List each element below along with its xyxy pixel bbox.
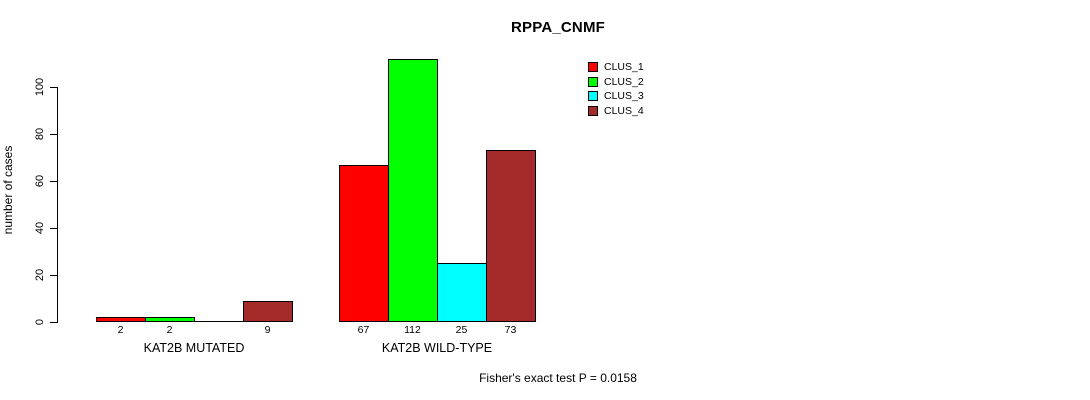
legend-item: CLUS_2 <box>588 75 644 88</box>
y-axis-label: number of cases <box>1 145 15 235</box>
chart-title: RPPA_CNMF <box>510 19 606 36</box>
bar-value-label: 112 <box>404 324 421 336</box>
bar-value-label: 2 <box>117 324 124 336</box>
legend-label: CLUS_1 <box>604 61 644 73</box>
bar-value-label: 67 <box>357 324 370 336</box>
legend-label: CLUS_4 <box>604 104 644 117</box>
legend-swatch-clus_3 <box>588 91 598 101</box>
y-tick-label: 80 <box>34 127 46 141</box>
y-tick <box>50 228 57 229</box>
y-tick-label: 0 <box>34 318 46 326</box>
bar-value-label: 2 <box>166 324 173 336</box>
legend-item: CLUS_4 <box>588 104 644 117</box>
bar-clus_3 <box>437 263 487 322</box>
bar-clus_1 <box>339 165 389 322</box>
y-tick <box>50 322 57 323</box>
legend-label: CLUS_3 <box>604 90 644 102</box>
legend-swatch-clus_4 <box>588 105 598 116</box>
bar-clus_4 <box>486 150 536 322</box>
bar-value-label: 73 <box>504 324 517 336</box>
bar-clus_4 <box>243 301 293 322</box>
y-tick <box>50 87 57 88</box>
group-label: KAT2B WILD-TYPE <box>381 341 493 355</box>
group-label: KAT2B MUTATED <box>143 341 245 355</box>
bar-value-label: 9 <box>264 324 271 336</box>
bar-clus_2 <box>388 59 438 322</box>
y-tick-label: 40 <box>34 221 46 235</box>
y-tick <box>50 134 57 135</box>
legend-item: CLUS_3 <box>588 91 644 101</box>
bar-value-label: 25 <box>455 324 468 336</box>
bar-clus_3-zero <box>194 321 244 322</box>
legend-label: CLUS_2 <box>604 75 644 88</box>
y-tick-label: 60 <box>34 174 46 188</box>
bar-clus_1 <box>96 317 146 322</box>
y-tick <box>50 181 57 182</box>
fisher-test-annotation: Fisher's exact test P = 0.0158 <box>479 371 637 385</box>
legend-swatch-clus_2 <box>588 76 598 87</box>
legend-swatch-clus_1 <box>588 62 598 72</box>
y-tick <box>50 275 57 276</box>
y-tick-label: 100 <box>34 77 46 97</box>
y-axis-line <box>57 87 58 323</box>
y-tick-label: 20 <box>34 268 46 282</box>
bar-clus_2 <box>145 317 195 322</box>
legend: CLUS_1 CLUS_2 CLUS_3 CLUS_4 <box>588 62 644 120</box>
legend-item: CLUS_1 <box>588 62 644 72</box>
